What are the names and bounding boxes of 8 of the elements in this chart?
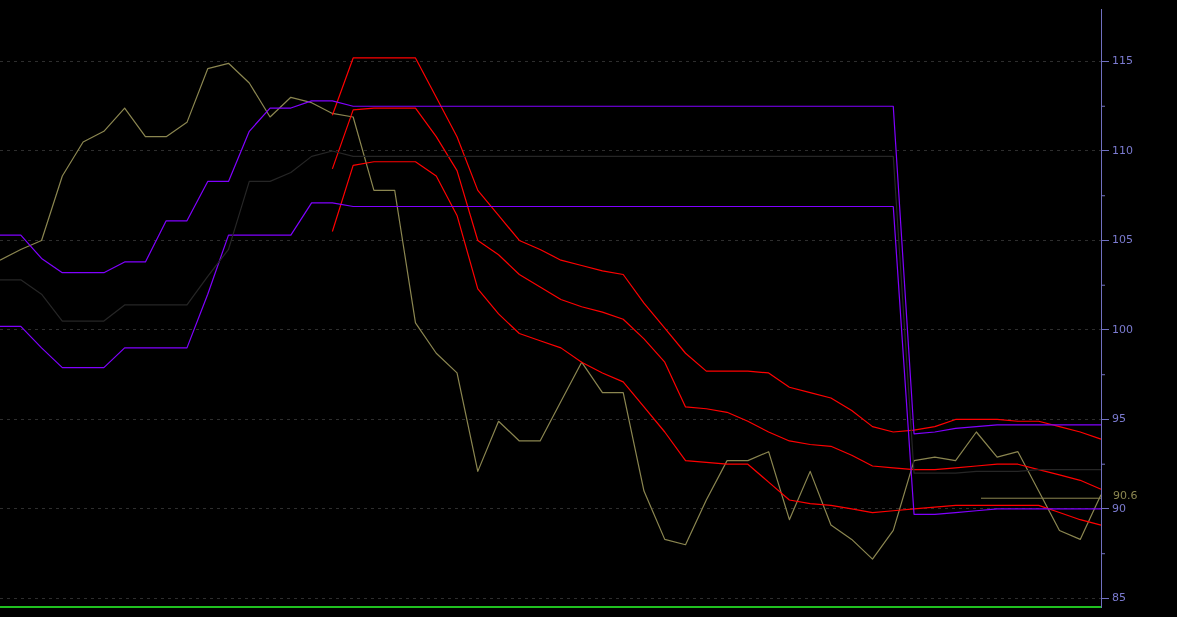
- y-tick-label: 100: [1112, 322, 1133, 336]
- y-tick-label: 105: [1112, 233, 1133, 247]
- y-tick-label: 85: [1112, 591, 1126, 605]
- ref-line-label: 90.6: [1113, 489, 1138, 503]
- y-tick-label: 110: [1112, 143, 1133, 157]
- y-tick-label: 95: [1112, 412, 1126, 426]
- y-tick-label: 90: [1112, 501, 1126, 515]
- y-tick-label: 115: [1112, 54, 1133, 68]
